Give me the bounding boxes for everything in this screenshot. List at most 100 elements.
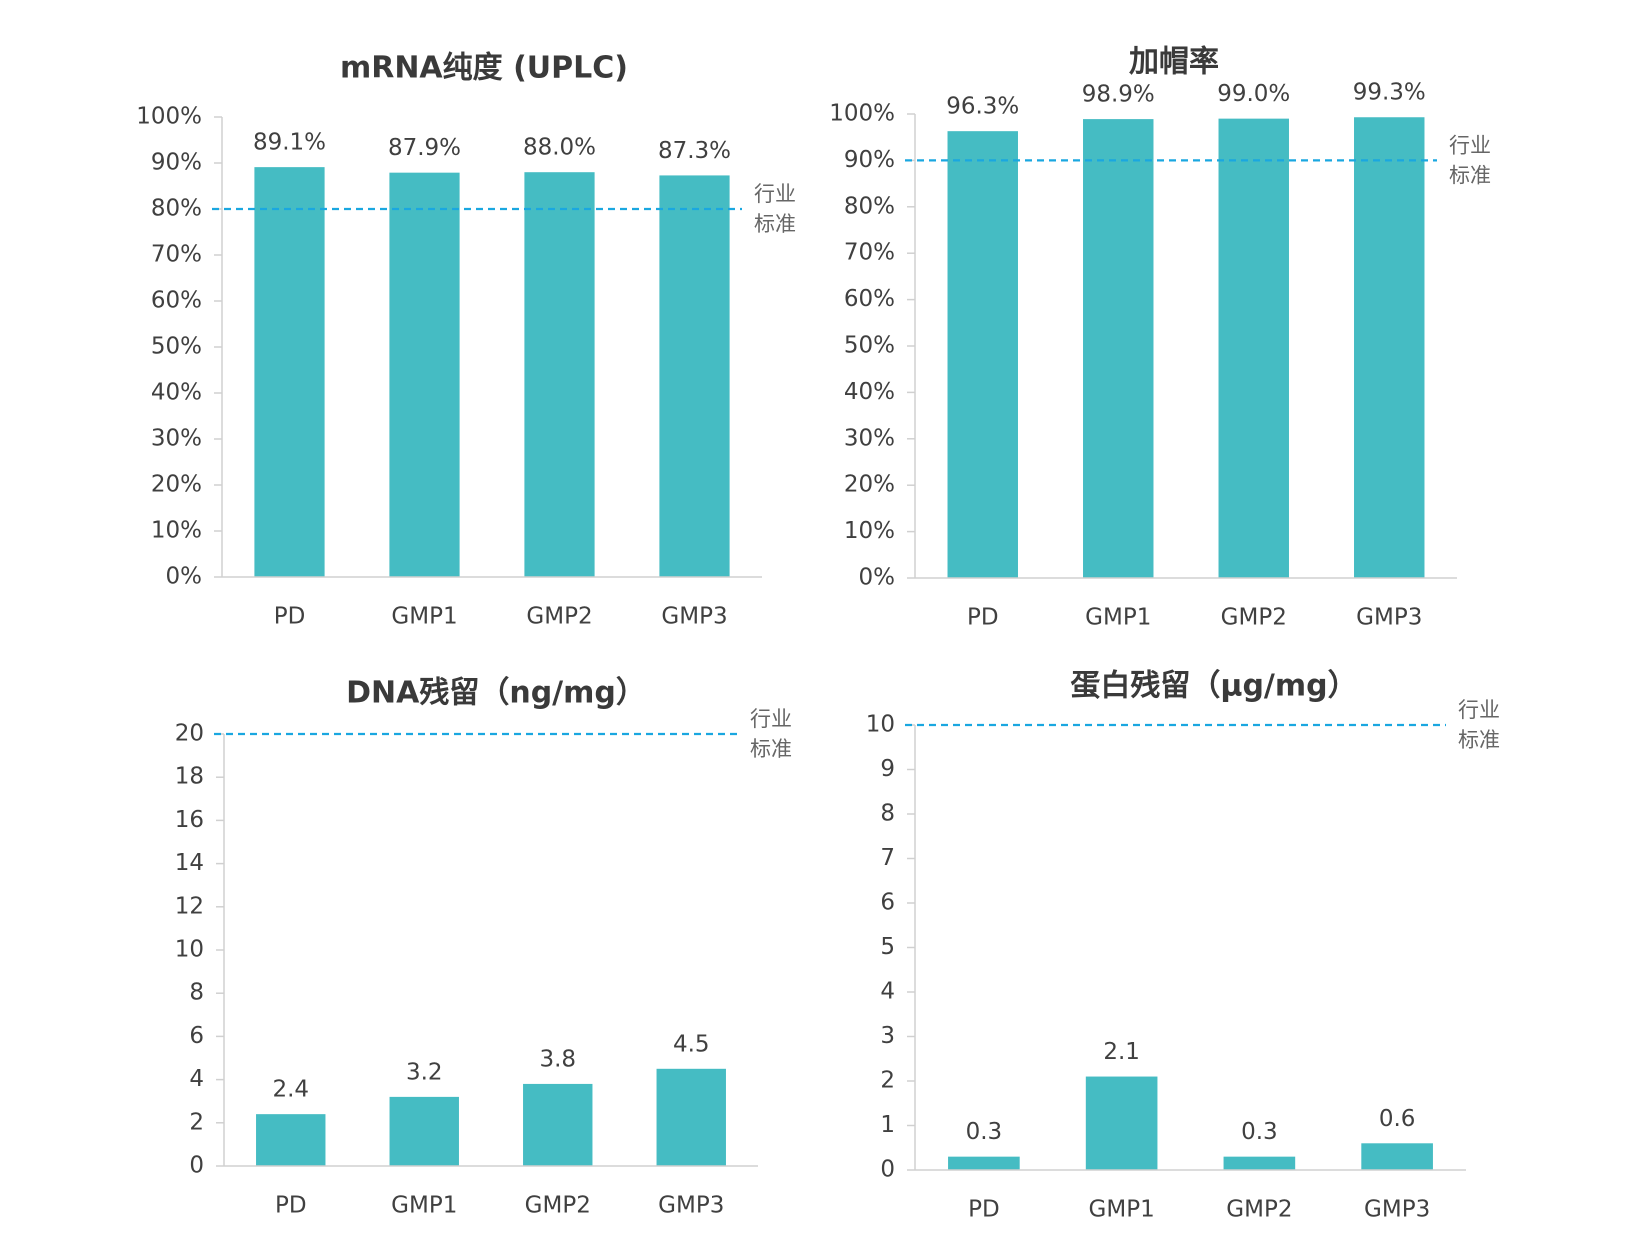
reference-label: 行业 — [750, 707, 792, 731]
x-tick-label: PD — [275, 1193, 307, 1219]
reference-label: 标准 — [750, 737, 792, 761]
value-label: 99.3% — [1353, 80, 1426, 106]
value-label: 2.1 — [1103, 1039, 1140, 1065]
bar — [389, 172, 460, 577]
x-tick-label: GMP1 — [1089, 1197, 1155, 1223]
chart-title: DNA残留（ng/mg） — [346, 676, 646, 711]
value-label: 87.9% — [388, 135, 461, 161]
bar — [1218, 118, 1289, 578]
bar — [389, 1096, 459, 1166]
value-label: 4.5 — [673, 1031, 710, 1057]
y-tick-label: 20% — [844, 472, 895, 498]
y-tick-label: 90% — [844, 147, 895, 173]
bar — [1223, 1156, 1296, 1170]
y-tick-label: 4 — [880, 979, 895, 1005]
y-tick-label: 10% — [151, 518, 202, 544]
reference-label: 标准 — [1458, 728, 1500, 752]
y-tick-label: 50% — [151, 334, 202, 360]
y-tick-label: 9 — [880, 756, 895, 782]
y-tick-label: 10 — [866, 712, 895, 738]
reference-label: 行业 — [1449, 133, 1491, 157]
y-tick-label: 14 — [175, 850, 204, 876]
value-label: 87.3% — [658, 138, 731, 164]
y-tick-label: 60% — [151, 288, 202, 314]
y-tick-label: 2 — [880, 1068, 895, 1094]
y-tick-label: 30% — [151, 426, 202, 452]
bar — [1354, 117, 1425, 579]
y-tick-label: 70% — [844, 240, 895, 266]
bar — [1361, 1143, 1433, 1170]
y-tick-label: 5 — [880, 934, 895, 960]
y-tick-label: 6 — [880, 890, 895, 916]
y-tick-label: 20 — [175, 721, 204, 747]
y-tick-label: 10 — [175, 937, 204, 963]
y-tick-label: 2 — [189, 1109, 204, 1135]
bar — [659, 175, 730, 578]
bar — [948, 1156, 1020, 1170]
y-tick-label: 40% — [844, 379, 895, 405]
y-tick-label: 1 — [880, 1112, 895, 1138]
value-label: 0.3 — [966, 1119, 1003, 1145]
y-tick-label: 4 — [189, 1066, 204, 1092]
y-tick-label: 0 — [189, 1153, 204, 1179]
chart-title: 蛋白残留（μg/mg） — [1070, 669, 1357, 704]
value-label: 98.9% — [1082, 82, 1155, 108]
bar — [524, 172, 595, 577]
x-tick-label: GMP3 — [1356, 605, 1422, 631]
y-tick-label: 0 — [880, 1157, 895, 1183]
x-tick-label: GMP1 — [1085, 605, 1151, 631]
y-tick-label: 90% — [151, 150, 202, 176]
value-label: 99.0% — [1217, 81, 1290, 107]
y-tick-label: 50% — [844, 333, 895, 359]
y-tick-label: 3 — [880, 1023, 895, 1049]
reference-label: 标准 — [754, 212, 796, 236]
x-tick-label: GMP3 — [661, 604, 727, 630]
y-tick-label: 40% — [151, 380, 202, 406]
y-tick-label: 100% — [829, 101, 895, 127]
value-label: 88.0% — [523, 135, 596, 161]
y-tick-label: 100% — [136, 104, 202, 130]
y-tick-label: 80% — [151, 196, 202, 222]
chart-title: mRNA纯度 (UPLC) — [340, 51, 628, 86]
bar — [256, 1114, 326, 1166]
y-tick-label: 60% — [844, 286, 895, 312]
reference-label: 行业 — [754, 182, 796, 206]
chart-title: 加帽率 — [1129, 45, 1219, 80]
reference-label: 行业 — [1458, 698, 1500, 722]
x-tick-label: GMP3 — [1364, 1197, 1430, 1223]
bar — [1083, 119, 1154, 578]
bar — [656, 1068, 726, 1166]
y-tick-label: 70% — [151, 242, 202, 268]
y-tick-label: 7 — [880, 845, 895, 871]
y-tick-label: 80% — [844, 193, 895, 219]
y-tick-label: 0% — [859, 565, 896, 591]
x-tick-label: GMP2 — [526, 604, 592, 630]
y-tick-label: 8 — [189, 980, 204, 1006]
value-label: 3.2 — [406, 1059, 443, 1085]
y-tick-label: 10% — [844, 518, 895, 544]
x-tick-label: PD — [274, 604, 306, 630]
x-tick-label: GMP2 — [1226, 1197, 1292, 1223]
bar — [947, 131, 1018, 578]
value-label: 3.8 — [539, 1046, 576, 1072]
y-tick-label: 30% — [844, 425, 895, 451]
y-tick-label: 6 — [189, 1023, 204, 1049]
x-tick-label: GMP1 — [391, 1193, 457, 1219]
y-tick-label: 16 — [175, 807, 204, 833]
x-tick-label: GMP2 — [1221, 605, 1287, 631]
bar — [523, 1083, 593, 1166]
value-label: 96.3% — [946, 94, 1019, 120]
value-label: 2.4 — [272, 1077, 309, 1103]
x-tick-label: GMP2 — [525, 1193, 591, 1219]
y-tick-label: 0% — [166, 564, 203, 590]
bar — [254, 167, 325, 577]
value-label: 89.1% — [253, 130, 326, 156]
x-tick-label: PD — [968, 1197, 1000, 1223]
x-tick-label: GMP1 — [391, 604, 457, 630]
y-tick-label: 12 — [175, 893, 204, 919]
value-label: 0.6 — [1379, 1106, 1416, 1132]
x-tick-label: PD — [967, 605, 999, 631]
reference-label: 标准 — [1449, 163, 1491, 187]
y-tick-label: 8 — [880, 801, 895, 827]
